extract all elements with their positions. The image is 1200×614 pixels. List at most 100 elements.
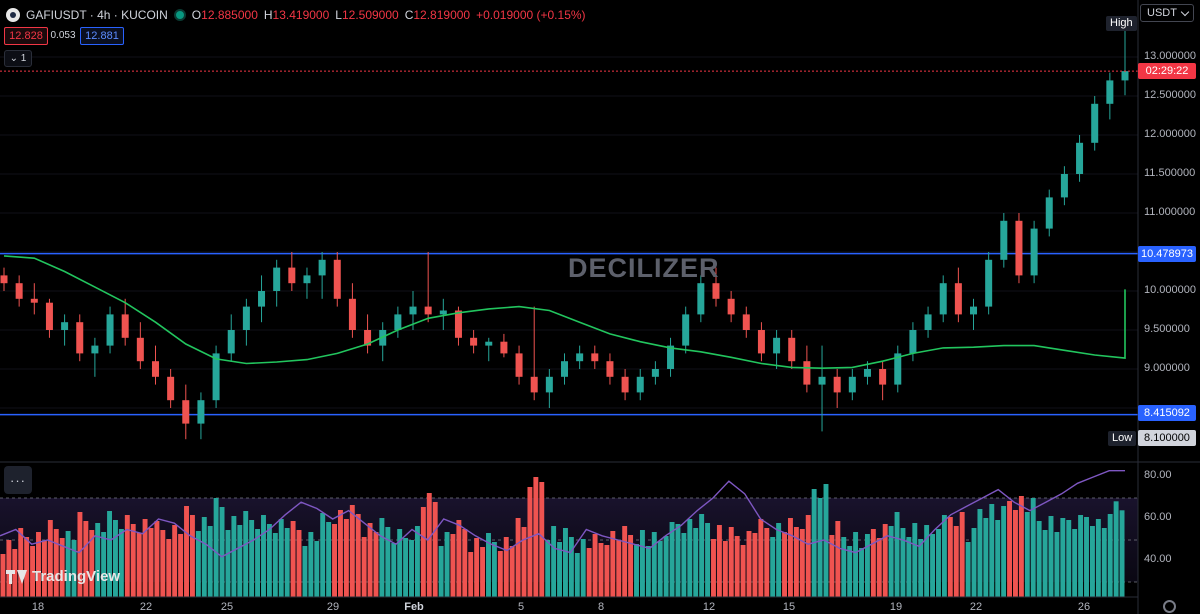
chevron-down-icon: ⌄	[9, 53, 21, 64]
volume-bar	[533, 477, 539, 597]
pane-menu-button[interactable]: ···	[4, 466, 32, 494]
volume-bar	[462, 529, 468, 597]
volume-bar	[699, 514, 705, 597]
volume-bar	[568, 537, 574, 597]
candle-body	[863, 369, 871, 377]
volume-bar	[278, 519, 284, 597]
volume-bar	[799, 529, 805, 597]
volume-bar	[373, 532, 379, 597]
volume-bar	[918, 539, 924, 597]
volume-bar	[491, 542, 497, 597]
candle-body	[606, 361, 614, 377]
volume-bar	[1030, 498, 1036, 597]
volume-bar	[414, 526, 420, 597]
candle-body	[651, 369, 659, 377]
buy-button[interactable]: 12.881	[80, 27, 124, 45]
line-price-tag-upper[interactable]: 10.478973	[1138, 246, 1196, 262]
candle-body	[136, 337, 144, 362]
volume-bar	[231, 516, 237, 597]
candle-body	[500, 341, 508, 354]
volume-bar	[438, 546, 444, 597]
candle-body	[364, 330, 372, 346]
volume-bar	[207, 526, 213, 597]
volume-bar	[634, 544, 639, 597]
candle-body	[848, 376, 856, 393]
candle-body	[30, 298, 38, 303]
indicators-toggle[interactable]: ⌄ 1	[4, 50, 32, 67]
low-marker: Low	[1108, 431, 1137, 446]
candle-body	[515, 353, 523, 377]
volume-bar	[1018, 496, 1024, 597]
volume-bar	[367, 523, 373, 597]
volume-bar	[349, 505, 355, 597]
candle-body	[409, 306, 417, 315]
volume-bar	[65, 531, 71, 597]
watermark: DECILIZER	[568, 253, 720, 283]
volume-bar	[201, 517, 207, 597]
volume-bar	[1089, 526, 1095, 597]
volume-bar	[124, 515, 130, 597]
volume-bar	[616, 540, 622, 597]
candle-body	[803, 361, 811, 385]
volume-bar	[1042, 530, 1048, 597]
x-tick: 29	[326, 601, 340, 613]
volume-bars	[0, 477, 1125, 597]
volume-bar	[178, 534, 184, 597]
volume-bar	[557, 542, 562, 597]
x-tick: 15	[782, 601, 796, 613]
volume-bar	[326, 522, 332, 597]
rsi-tick: 40.00	[1144, 553, 1172, 565]
volume-bar	[83, 521, 89, 597]
candle-body	[1106, 80, 1114, 104]
volume-bar	[622, 526, 628, 597]
low-price-tag: 8.100000	[1138, 430, 1196, 446]
volume-bar	[509, 546, 515, 597]
high-label: H	[263, 8, 273, 22]
x-tick: 22	[139, 601, 153, 613]
volume-bar	[669, 522, 675, 597]
volume-bar	[468, 552, 474, 597]
settings-gear-icon[interactable]	[1163, 600, 1176, 613]
volume-bar	[711, 539, 716, 597]
volume-bar	[266, 524, 272, 597]
candle-body	[697, 283, 705, 315]
rsi-tick: 60.00	[1144, 511, 1172, 523]
volume-bar	[1101, 528, 1107, 597]
candle-body	[757, 330, 765, 354]
volume-bar	[722, 541, 728, 597]
low-label: L	[335, 8, 342, 22]
volume-bar	[870, 529, 876, 597]
volume-bar	[24, 537, 30, 597]
volume-bar	[172, 525, 178, 597]
gafi-coin-icon	[6, 8, 20, 22]
volume-bar	[847, 546, 853, 597]
volume-bar	[130, 524, 136, 597]
x-tick: 25	[220, 601, 234, 613]
line-price-tag-lower[interactable]: 8.415092	[1138, 405, 1196, 421]
close-label: C	[404, 8, 414, 22]
candle-body	[242, 306, 250, 330]
x-tick: Feb	[404, 601, 424, 613]
volume-bar	[101, 532, 107, 597]
volume-bar	[113, 520, 118, 597]
symbol-title[interactable]: GAFIUSDT · 4h · KUCOIN	[26, 8, 168, 22]
sell-button[interactable]: 12.828	[4, 27, 48, 45]
volume-bar	[486, 533, 491, 597]
tradingview-logo[interactable]: TradingView	[6, 568, 120, 585]
high-marker: High	[1106, 16, 1137, 31]
currency-select[interactable]: USDT	[1140, 4, 1194, 22]
y-tick: 10.000000	[1144, 284, 1196, 296]
volume-bar	[456, 520, 462, 597]
candle-body	[45, 302, 53, 330]
volume-bar	[764, 528, 770, 597]
volume-bar	[610, 531, 616, 597]
volume-bar	[959, 512, 965, 597]
volume-bar	[835, 521, 841, 597]
rsi-tick: 80.00	[1144, 469, 1172, 481]
volume-bar	[480, 547, 486, 597]
volume-bar	[663, 536, 669, 597]
volume-bar	[936, 529, 941, 597]
volume-bar	[592, 534, 598, 597]
volume-bar	[379, 518, 385, 597]
